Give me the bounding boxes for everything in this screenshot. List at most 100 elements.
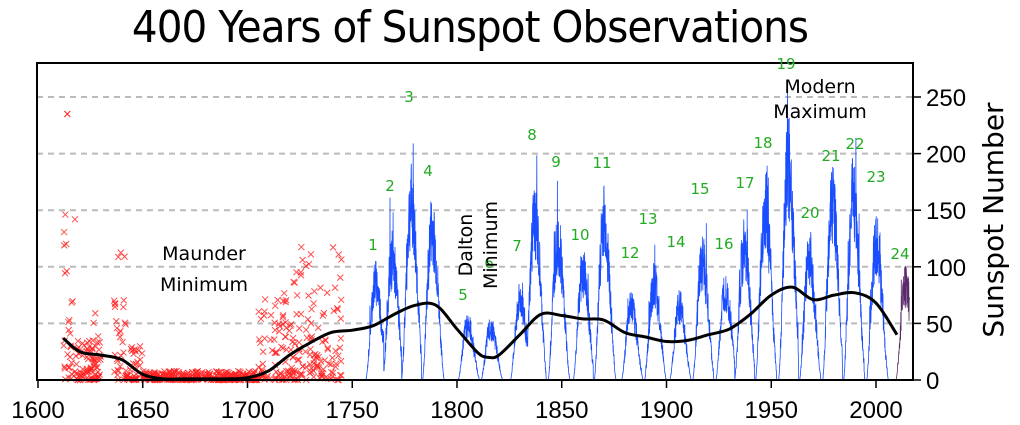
observation-point xyxy=(289,334,297,342)
observation-point xyxy=(114,371,121,379)
observation-point xyxy=(130,350,137,358)
observation-point xyxy=(281,333,289,341)
observation-point xyxy=(259,360,267,368)
observation-point xyxy=(132,347,139,355)
observation-point xyxy=(321,356,329,364)
observation-point xyxy=(61,211,69,218)
observation-point xyxy=(307,320,315,327)
observation-point xyxy=(71,215,79,223)
observation-point xyxy=(306,351,314,359)
observation-point xyxy=(307,251,315,258)
observation-point xyxy=(330,307,338,315)
annotation-maunder-2: Minimum xyxy=(160,274,248,296)
observation-point xyxy=(302,262,310,270)
observation-point xyxy=(291,367,299,375)
observation-point xyxy=(302,348,309,356)
x-tick-label: 1600 xyxy=(11,397,64,424)
observation-point xyxy=(311,287,318,295)
observation-point xyxy=(63,110,71,118)
observation-point xyxy=(337,371,345,379)
observation-point xyxy=(327,368,335,376)
observation-point xyxy=(267,336,274,344)
observation-point xyxy=(256,339,264,347)
observation-point xyxy=(337,357,345,365)
observation-point xyxy=(66,330,74,337)
observation-point xyxy=(277,343,285,351)
observation-point xyxy=(74,337,82,345)
observation-point xyxy=(61,269,69,277)
observation-point xyxy=(331,284,339,292)
y-tick-label: 0 xyxy=(926,368,939,395)
observation-point xyxy=(111,303,119,311)
observation-point xyxy=(282,324,290,332)
observation-point xyxy=(112,317,120,325)
annotation-modern-2: Maximum xyxy=(773,101,867,123)
observation-point xyxy=(96,338,103,346)
cycle-label-24: 24 xyxy=(890,245,909,263)
observation-point xyxy=(274,296,282,304)
observation-point xyxy=(60,342,68,349)
observation-point xyxy=(138,349,146,357)
observation-point xyxy=(324,344,331,352)
observation-point xyxy=(276,322,284,330)
observation-point xyxy=(87,364,95,371)
observation-point xyxy=(117,327,124,335)
observation-point xyxy=(89,337,97,344)
observation-point xyxy=(295,324,303,332)
observation-point xyxy=(183,370,191,378)
observation-point xyxy=(317,284,324,292)
cycle-label-11: 11 xyxy=(592,154,611,172)
annotation-modern-1: Modern xyxy=(784,76,855,98)
observation-point xyxy=(120,297,128,304)
observation-point xyxy=(65,318,72,326)
observation-point xyxy=(232,371,240,379)
observation-point xyxy=(308,333,316,341)
x-tick-label: 1800 xyxy=(430,397,483,424)
observation-point xyxy=(117,249,125,257)
observation-point xyxy=(93,339,101,346)
cycle-label-6: 6 xyxy=(484,254,494,272)
observation-point xyxy=(122,320,129,328)
observation-point xyxy=(319,338,326,346)
observation-point xyxy=(323,289,331,297)
annotation-dalton-2: Minimum xyxy=(480,201,502,289)
cycle-label-19: 19 xyxy=(776,55,795,73)
y-axis-label: Sunspot Number xyxy=(977,102,1010,338)
observation-point xyxy=(281,372,288,380)
observation-point xyxy=(64,350,71,358)
observation-point xyxy=(304,316,312,323)
observation-point xyxy=(336,344,344,352)
observation-point xyxy=(337,315,345,322)
cycle-label-22: 22 xyxy=(845,135,864,153)
cycle-label-18: 18 xyxy=(753,134,772,152)
observation-point xyxy=(308,305,315,313)
observation-point xyxy=(290,369,298,377)
observation-point xyxy=(271,302,279,310)
y-axis: 0 50 100 150 200 250 xyxy=(913,85,966,395)
observation-point xyxy=(119,303,127,311)
observation-point xyxy=(299,256,307,264)
cycle-label-23: 23 xyxy=(866,168,885,186)
observation-point xyxy=(92,371,99,378)
observation-point xyxy=(72,352,80,360)
observation-point xyxy=(95,373,103,381)
cycle-label-4: 4 xyxy=(423,162,433,180)
observation-point xyxy=(77,371,84,379)
x-tick-label: 1900 xyxy=(640,397,693,424)
observation-point xyxy=(119,338,126,346)
observation-point xyxy=(305,260,313,268)
observation-point xyxy=(336,371,344,379)
observation-point xyxy=(327,360,335,368)
observation-point xyxy=(170,370,178,378)
observation-point xyxy=(136,362,143,370)
cycle-label-21: 21 xyxy=(821,147,840,165)
observation-point xyxy=(312,354,320,362)
observation-point xyxy=(319,369,326,377)
observation-point xyxy=(279,313,287,321)
observation-point xyxy=(65,364,73,371)
smoothed-line xyxy=(62,285,899,381)
observation-point xyxy=(295,339,303,346)
observation-point xyxy=(329,373,336,380)
grid-lines xyxy=(37,96,913,325)
